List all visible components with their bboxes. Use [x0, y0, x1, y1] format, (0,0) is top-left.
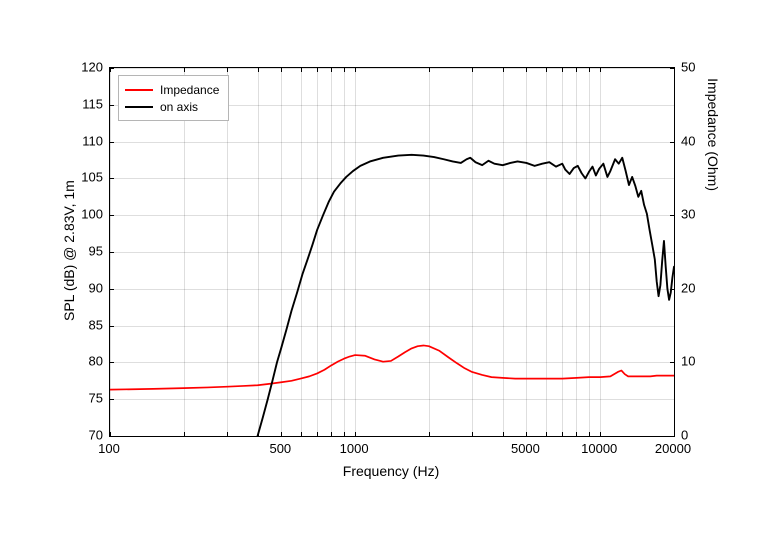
x-tick-label: 1000: [340, 441, 369, 456]
y-left-tick-label: 75: [89, 391, 103, 406]
y-left-tick-label: 85: [89, 317, 103, 332]
plot-area: Impedance on axis: [109, 67, 675, 437]
legend-label: Impedance: [160, 83, 219, 97]
legend-swatch: [125, 106, 153, 108]
y-left-tick-label: 115: [82, 96, 103, 111]
y-left-tick-label: 105: [81, 170, 103, 185]
x-tick-label: 5000: [511, 441, 540, 456]
data-layer: [110, 68, 674, 436]
y-left-axis-title: SPL (dB) @ 2.83V, 1m: [61, 180, 77, 321]
y-left-tick-label: 70: [89, 428, 103, 443]
legend-item: Impedance: [125, 81, 219, 98]
x-tick-label: 500: [269, 441, 291, 456]
y-right-tick-label: 0: [681, 428, 688, 443]
y-left-tick-label: 100: [81, 207, 103, 222]
x-tick-label: 10000: [581, 441, 617, 456]
y-left-tick-label: 80: [89, 354, 103, 369]
x-tick-label: 100: [98, 441, 120, 456]
series-on_axis: [258, 155, 674, 436]
legend-label: on axis: [160, 100, 198, 114]
y-right-axis-title: Impedance (Ohm): [705, 78, 721, 191]
x-axis-title: Frequency (Hz): [343, 463, 439, 479]
y-right-tick-label: 10: [681, 354, 695, 369]
frequency-response-chart: Impedance on axis Frequency (Hz) SPL (dB)…: [0, 0, 768, 552]
y-right-tick-label: 50: [681, 60, 695, 75]
y-left-tick-label: 95: [89, 244, 103, 259]
y-right-tick-label: 30: [681, 207, 695, 222]
y-right-tick-label: 40: [681, 133, 695, 148]
x-tick-label: 20000: [655, 441, 691, 456]
y-right-tick-label: 20: [681, 280, 695, 295]
y-left-tick-label: 110: [82, 133, 103, 148]
legend: Impedance on axis: [118, 75, 229, 121]
y-left-tick-label: 120: [81, 60, 103, 75]
legend-item: on axis: [125, 98, 219, 115]
y-left-tick-label: 90: [89, 280, 103, 295]
legend-swatch: [125, 89, 153, 91]
series-impedance: [110, 345, 674, 389]
